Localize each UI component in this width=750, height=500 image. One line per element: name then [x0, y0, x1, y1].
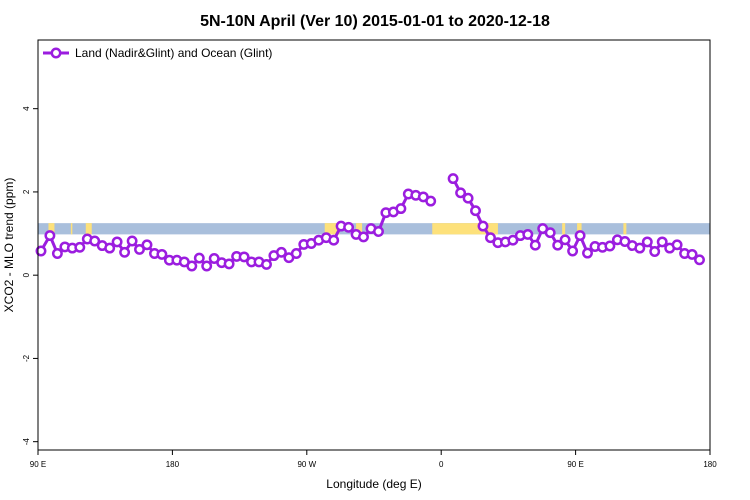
data-point — [455, 187, 467, 199]
data-point — [462, 192, 474, 204]
legend-marker — [50, 47, 62, 59]
data-point — [126, 235, 138, 247]
band-land — [562, 223, 566, 235]
y-tick-label: -2 — [22, 354, 31, 362]
x-tick-label: 180 — [166, 460, 180, 469]
data-point — [544, 227, 556, 239]
x-axis: 90 E 180 90 W 0 90 E 180 — [30, 450, 717, 469]
band-land — [356, 223, 363, 235]
data-point — [582, 247, 593, 259]
data-point — [529, 239, 541, 251]
data-point — [186, 260, 198, 272]
band-land — [48, 223, 55, 235]
data-point — [649, 246, 661, 257]
x-axis-label: Longitude (deg E) — [326, 477, 421, 491]
y-tick-label: 2 — [22, 189, 31, 194]
data-point — [477, 220, 489, 232]
data-point — [604, 240, 616, 252]
data-point — [447, 173, 459, 185]
data-point — [470, 205, 481, 217]
data-point — [328, 234, 340, 246]
y-tick-label: 0 — [22, 272, 31, 277]
data-point — [574, 230, 586, 242]
data-point — [395, 203, 407, 215]
chart-title: 5N-10N April (Ver 10) 2015-01-01 to 2020… — [200, 13, 550, 30]
band-land — [577, 223, 582, 235]
data-point — [119, 246, 131, 258]
y-axis: -4 -2 0 2 4 — [22, 106, 38, 445]
data-point — [111, 236, 123, 248]
data-point — [671, 239, 683, 251]
plot-frame — [37, 39, 711, 451]
band-land — [432, 223, 498, 235]
x-tick-label: 90 E — [567, 460, 583, 469]
data-point — [559, 234, 571, 246]
data-point — [656, 236, 668, 248]
band-land — [623, 223, 627, 235]
data-point — [141, 239, 153, 251]
legend-label: Land (Nadir&Glint) and Ocean (Glint) — [75, 46, 272, 60]
data-point — [358, 231, 369, 243]
data-point — [641, 236, 653, 248]
x-tick-label: 0 — [439, 460, 444, 469]
data-point — [343, 221, 355, 233]
data-point — [552, 239, 564, 251]
y-axis-label: XCO2 - MLO trend (ppm) — [2, 178, 16, 313]
data-point — [686, 248, 698, 260]
data-point — [89, 235, 101, 247]
data-point — [134, 243, 145, 255]
data-point — [104, 242, 116, 254]
data-point — [44, 230, 56, 242]
data-point — [193, 252, 205, 264]
data-point — [290, 248, 302, 259]
data-point — [485, 232, 496, 244]
y-tick-label: 4 — [22, 106, 31, 111]
data-point — [261, 258, 272, 270]
data-point — [74, 241, 86, 253]
x-tick-label: 180 — [703, 460, 717, 469]
data-point — [275, 246, 287, 258]
data-point — [35, 245, 47, 257]
data-point — [425, 195, 437, 207]
data-point — [567, 245, 579, 257]
data-point — [201, 260, 213, 272]
data-point — [522, 228, 534, 240]
data-point — [694, 254, 705, 266]
data-point — [373, 226, 384, 237]
legend: Land (Nadir&Glint) and Ocean (Glint) — [43, 46, 272, 60]
data-point — [634, 242, 646, 254]
data-point — [507, 234, 519, 246]
y-tick-label: -4 — [22, 438, 31, 446]
data-point — [51, 248, 63, 259]
band-land — [85, 223, 92, 235]
data-point — [156, 248, 168, 260]
series-layer — [35, 173, 705, 272]
band-land — [324, 223, 340, 235]
data-point — [238, 251, 250, 263]
band-land — [70, 223, 73, 235]
x-tick-label: 90 W — [297, 460, 316, 469]
data-point — [223, 258, 235, 270]
x-tick-label: 90 E — [30, 460, 46, 469]
